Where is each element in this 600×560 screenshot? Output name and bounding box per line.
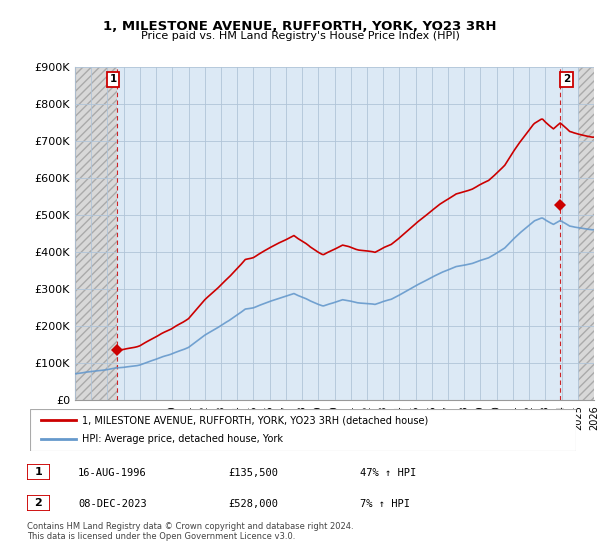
Text: 1: 1 [35, 467, 42, 477]
Text: Price paid vs. HM Land Registry's House Price Index (HPI): Price paid vs. HM Land Registry's House … [140, 31, 460, 41]
Text: 1, MILESTONE AVENUE, RUFFORTH, YORK, YO23 3RH: 1, MILESTONE AVENUE, RUFFORTH, YORK, YO2… [103, 20, 497, 32]
Text: 16-AUG-1996: 16-AUG-1996 [78, 468, 147, 478]
Text: £528,000: £528,000 [228, 499, 278, 509]
Text: Contains HM Land Registry data © Crown copyright and database right 2024.
This d: Contains HM Land Registry data © Crown c… [27, 522, 353, 542]
Text: 08-DEC-2023: 08-DEC-2023 [78, 499, 147, 509]
Text: £135,500: £135,500 [228, 468, 278, 478]
Bar [578, 67, 594, 400]
Bar [75, 67, 118, 400]
Text: HPI: Average price, detached house, York: HPI: Average price, detached house, York [82, 435, 283, 445]
Text: 7% ↑ HPI: 7% ↑ HPI [360, 499, 410, 509]
Text: 47% ↑ HPI: 47% ↑ HPI [360, 468, 416, 478]
Text: 2: 2 [563, 74, 570, 84]
Text: 1: 1 [109, 74, 116, 84]
Text: 1, MILESTONE AVENUE, RUFFORTH, YORK, YO23 3RH (detached house): 1, MILESTONE AVENUE, RUFFORTH, YORK, YO2… [82, 415, 428, 425]
Text: 2: 2 [35, 498, 42, 508]
